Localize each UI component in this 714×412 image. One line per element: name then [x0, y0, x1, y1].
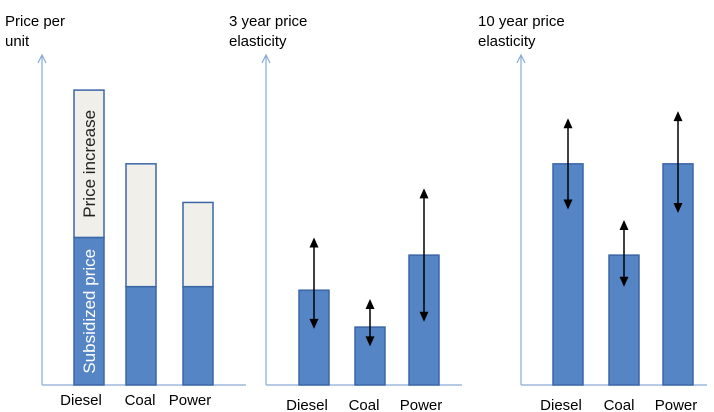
bar-price-increase-diesel — [73, 89, 105, 239]
panel-2-ylabel-line-2: elasticity — [229, 33, 287, 50]
category-label-power: Power — [169, 392, 212, 409]
panel-2-bars — [298, 188, 440, 386]
panel-price-per-unit: Price per unit Subsidized price Price inc… — [5, 13, 246, 409]
panel-3-ylabel-line-2: elasticity — [478, 33, 536, 50]
series-label-price-increase: Price increase — [80, 110, 99, 218]
category-label-power: Power — [400, 397, 443, 412]
panel-2-category-labels: Diesel Coal Power — [286, 397, 442, 412]
range-arrow-coal — [619, 220, 629, 287]
range-arrow-power — [419, 188, 429, 322]
panel-1-bars: Subsidized price Price increase — [73, 89, 214, 386]
panel-10-year-elasticity: 10 year price elasticity Diesel Coal Power — [478, 13, 707, 412]
y-axis-arrowhead — [261, 53, 271, 64]
category-label-diesel: Diesel — [60, 392, 102, 409]
panel-1-ylabel-line-2: unit — [5, 33, 30, 50]
series-label-subsidized-price: Subsidized price — [80, 249, 99, 374]
panel-2-ylabel-line-1: 3 year price — [229, 13, 307, 30]
range-arrow-diesel — [563, 118, 573, 210]
panel-3-ylabel-line-1: 10 year price — [478, 13, 565, 30]
bar-price-increase-power — [182, 201, 214, 288]
panel-1-category-labels: Diesel Coal Power — [60, 392, 211, 409]
category-label-coal: Coal — [604, 397, 635, 412]
bar-price-increase-coal — [125, 163, 157, 288]
panel-1-ylabel-line-1: Price per — [5, 13, 65, 30]
panel-3-year-elasticity: 3 year price elasticity Diesel Coal Power — [229, 13, 462, 412]
y-axis-arrowhead — [516, 53, 526, 64]
range-arrow-coal — [365, 298, 375, 347]
bar-subsidized-price-power — [182, 285, 214, 386]
panel-3-category-labels: Diesel Coal Power — [540, 397, 697, 412]
y-axis-arrowhead — [37, 53, 47, 64]
range-arrow-power — [673, 111, 683, 213]
panel-3-bars — [552, 111, 694, 386]
category-label-diesel: Diesel — [286, 397, 328, 412]
bar-subsidized-price-coal — [125, 285, 157, 386]
category-label-coal: Coal — [125, 392, 156, 409]
range-arrow-diesel — [309, 237, 319, 329]
category-label-coal: Coal — [349, 397, 380, 412]
category-label-power: Power — [655, 397, 698, 412]
bar-subsidized-price-diesel — [73, 236, 105, 386]
category-label-diesel: Diesel — [540, 397, 582, 412]
